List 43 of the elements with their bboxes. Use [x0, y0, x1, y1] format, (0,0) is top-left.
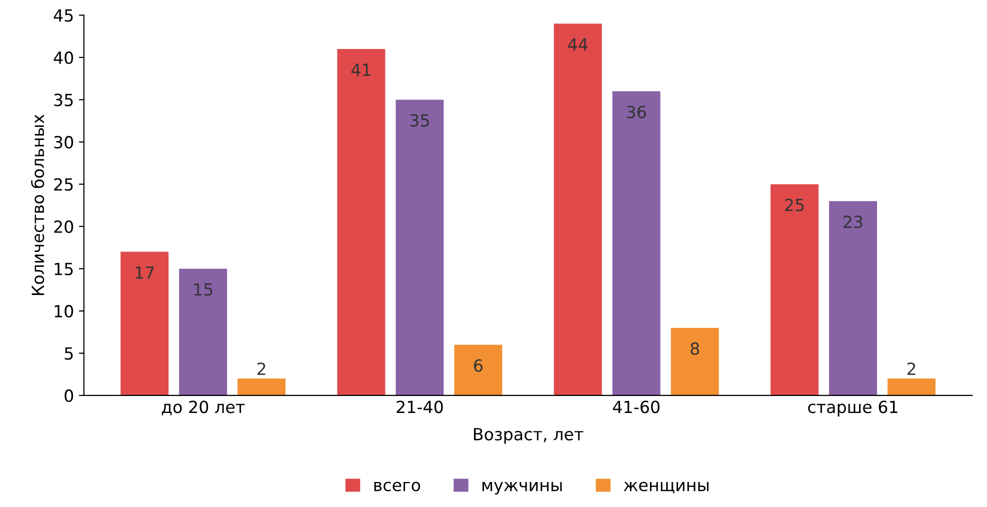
data-label: 36 — [627, 106, 646, 118]
legend-label: всего — [374, 482, 420, 492]
data-label: 2 — [257, 362, 266, 375]
y-tick-label: 40 — [54, 51, 74, 64]
x-tick-label: 21-40 — [396, 400, 443, 414]
x-axis-title: Возраст, лет — [474, 428, 584, 444]
data-label: 23 — [844, 216, 862, 228]
data-label: 15 — [194, 283, 212, 296]
data-label: 35 — [410, 114, 429, 127]
y-tick-label: 30 — [54, 136, 74, 149]
y-tick-label: 25 — [54, 178, 73, 191]
bar — [670, 328, 719, 396]
data-label: 41 — [351, 64, 370, 76]
y-tick-label: 15 — [54, 262, 73, 276]
x-tick-label: до 20 лет — [162, 400, 245, 416]
bar — [337, 49, 386, 396]
bar — [396, 100, 444, 396]
data-label: 8 — [690, 342, 700, 355]
data-label: 25 — [785, 198, 804, 212]
data-label: 44 — [568, 38, 588, 50]
legend-label: мужчины — [482, 482, 562, 495]
data-label: 6 — [474, 359, 482, 372]
y-tick-label: 20 — [54, 220, 74, 234]
x-tick-label: старше 61 — [808, 400, 898, 416]
bar — [770, 184, 819, 396]
y-tick-label: 5 — [64, 347, 73, 360]
y-tick-label: 10 — [54, 304, 74, 318]
y-axis-title: Количество больных — [30, 114, 44, 296]
y-tick-label: 45 — [54, 9, 73, 22]
y-tick-label: 35 — [54, 94, 73, 106]
legend-label: женщины — [624, 482, 708, 494]
bar — [554, 24, 602, 396]
x-tick-label: 41-60 — [612, 400, 660, 414]
y-tick-label: 0 — [64, 389, 74, 402]
bar — [612, 91, 660, 396]
data-label: 17 — [136, 266, 154, 279]
bar — [829, 201, 878, 396]
data-label: 2 — [907, 362, 916, 375]
bar — [120, 252, 169, 396]
bar — [179, 268, 228, 396]
bar — [454, 344, 502, 396]
bar — [888, 378, 936, 396]
bar — [238, 378, 286, 396]
